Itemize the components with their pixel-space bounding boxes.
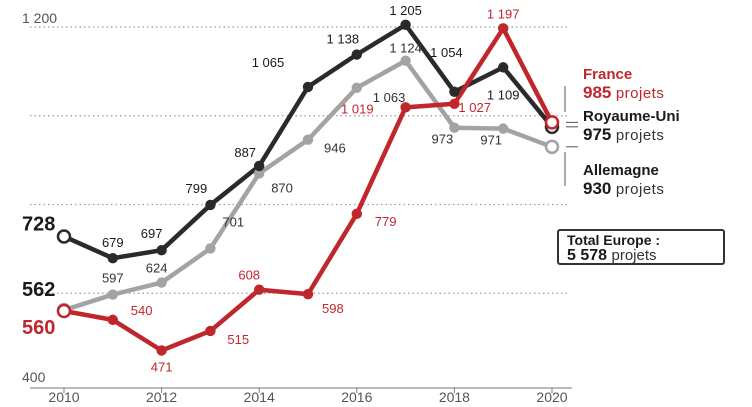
- label-uk-2017: 1 205: [389, 3, 422, 18]
- label-uk-2011: 679: [102, 235, 124, 250]
- point-uk-2014: [254, 160, 265, 172]
- label-uk-2012: 697: [141, 226, 163, 241]
- x-tick-2010: 2010: [48, 389, 79, 405]
- label-uk-2014: 887: [234, 145, 256, 160]
- series-lines: [61, 22, 578, 353]
- label-fr-2012: 471: [151, 359, 173, 374]
- label-fr-2018: 1 027: [458, 100, 491, 115]
- legend-allemagne-unit: projets: [615, 181, 665, 198]
- grid-lines: [30, 26, 572, 389]
- point-fr-2014: [254, 284, 265, 295]
- label-de-2018: 973: [432, 132, 454, 147]
- start-label-fr: 560: [22, 317, 55, 339]
- total-europe-unit: projets: [611, 247, 657, 264]
- legend-allemagne-name: Allemagne: [583, 162, 659, 179]
- point-uk-2015: [302, 81, 314, 93]
- point-de-2015: [302, 134, 314, 145]
- point-de-2014: [254, 168, 265, 179]
- label-de-2011: 597: [102, 271, 124, 286]
- point-fr-2016: [351, 208, 362, 220]
- point-de-2011: [107, 289, 119, 300]
- point-de-2012: [156, 277, 167, 288]
- legend-france-unit: projets: [615, 85, 665, 102]
- label-fr-2013: 515: [227, 332, 249, 347]
- point-uk-2011: [107, 252, 119, 264]
- x-tick-2018: 2018: [439, 389, 470, 405]
- legend-france-name: France: [583, 66, 633, 83]
- point-uk-2018: [449, 86, 460, 97]
- total-europe-box: Total Europe : 5 578 projets: [557, 229, 725, 265]
- point-de-2016: [351, 82, 362, 93]
- label-fr-2016: 779: [375, 214, 397, 229]
- start-label-de: 562: [22, 279, 55, 301]
- legend-allemagne: Allemagne 930 projets: [583, 162, 664, 199]
- label-de-2017: 1 124: [389, 41, 422, 56]
- point-uk-2010: [56, 229, 72, 244]
- label-uk-2018: 1 054: [430, 45, 463, 60]
- x-tick-2020: 2020: [536, 389, 567, 405]
- point-fr-2012: [156, 345, 167, 356]
- point-uk-2019: [498, 62, 509, 73]
- x-tick-2012: 2012: [146, 389, 177, 405]
- total-europe-value: 5 578: [567, 247, 608, 264]
- point-de-2018: [449, 122, 460, 133]
- point-de-2019: [498, 123, 509, 134]
- point-de-2017: [400, 55, 411, 66]
- label-uk-2013: 799: [186, 181, 208, 196]
- label-de-2013: 701: [222, 214, 244, 229]
- line-de: [61, 58, 555, 313]
- label-fr-2015: 598: [322, 301, 344, 316]
- point-fr-2018: [449, 98, 460, 109]
- legend-royaume-uni-name: Royaume-Uni: [583, 108, 680, 125]
- label-fr-2011: 540: [131, 303, 153, 318]
- legend-royaume-uni: Royaume-Uni 975 projets: [583, 108, 680, 145]
- point-fr-2015: [302, 288, 314, 300]
- label-fr-2017: 1 019: [341, 101, 374, 116]
- point-labels: 597 624 701 870 946 1 063 1 124 973 971 679 697 799…: [22, 3, 519, 375]
- label-uk-2016: 1 138: [327, 32, 360, 47]
- y-tick-400: 400: [22, 369, 46, 385]
- point-fr-2017: [400, 102, 411, 113]
- point-fr-2013: [205, 325, 216, 337]
- label-uk-2015: 1 065: [252, 55, 285, 70]
- legend-royaume-uni-unit: projets: [615, 127, 665, 144]
- point-fr-2010: [56, 303, 72, 319]
- label-de-2012: 624: [146, 261, 168, 276]
- legend-france-value: 985: [583, 83, 612, 102]
- label-fr-2019: 1 197: [487, 6, 520, 21]
- point-de-2013: [205, 243, 216, 254]
- legend-royaume-uni-value: 975: [583, 125, 612, 144]
- label-de-2019: 971: [480, 133, 502, 148]
- label-de-2016: 1 063: [373, 90, 406, 105]
- start-label-uk: 728: [22, 213, 55, 235]
- label-fr-2014: 608: [238, 268, 260, 283]
- point-uk-2017: [400, 19, 411, 30]
- series-points: [56, 19, 560, 356]
- x-tick-2016: 2016: [341, 389, 372, 405]
- point-uk-2016: [351, 49, 362, 60]
- legend-allemagne-value: 930: [583, 179, 612, 198]
- point-uk-2013: [205, 199, 216, 211]
- label-uk-2019: 1 109: [487, 87, 520, 102]
- point-fr-2020: [544, 115, 560, 130]
- point-fr-2011: [107, 314, 119, 326]
- y-tick-1200: 1 200: [22, 10, 57, 26]
- label-de-2015: 946: [324, 141, 346, 156]
- point-uk-2012: [156, 245, 167, 256]
- total-europe-label: Total Europe :: [567, 232, 661, 248]
- label-de-2014: 870: [271, 180, 293, 195]
- legend-france: France 985 projets: [583, 66, 664, 103]
- point-de-2020: [544, 139, 560, 155]
- x-tick-2014: 2014: [244, 389, 275, 405]
- point-fr-2019: [498, 23, 509, 34]
